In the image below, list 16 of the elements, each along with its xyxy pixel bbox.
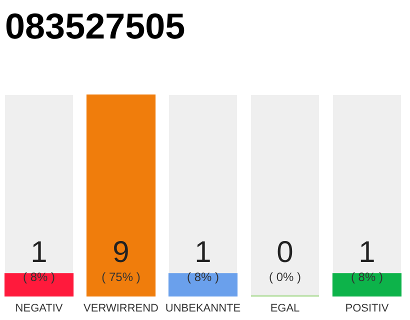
annotation: ( 8% ) <box>350 270 383 284</box>
data-label: 9 <box>112 236 130 269</box>
data-label: 1 <box>30 236 48 269</box>
x-tick-label: VERWIRREND <box>84 302 159 314</box>
annotation: ( 0% ) <box>268 270 301 284</box>
chart-title: 083527505 <box>5 6 186 46</box>
annotation: ( 8% ) <box>186 270 220 284</box>
data-label: 0 <box>276 236 294 269</box>
annotation: ( 75% ) <box>102 270 140 284</box>
x-tick-label: NEGATIV <box>15 302 64 314</box>
x-tick-label: UNBEKANNTE <box>165 302 241 314</box>
data-label: 1 <box>194 236 212 269</box>
data-label: 1 <box>358 236 376 269</box>
annotation: ( 8% ) <box>23 270 56 284</box>
x-tick-label: EGAL <box>270 302 300 314</box>
x-tick-label: POSITIV <box>345 302 390 314</box>
